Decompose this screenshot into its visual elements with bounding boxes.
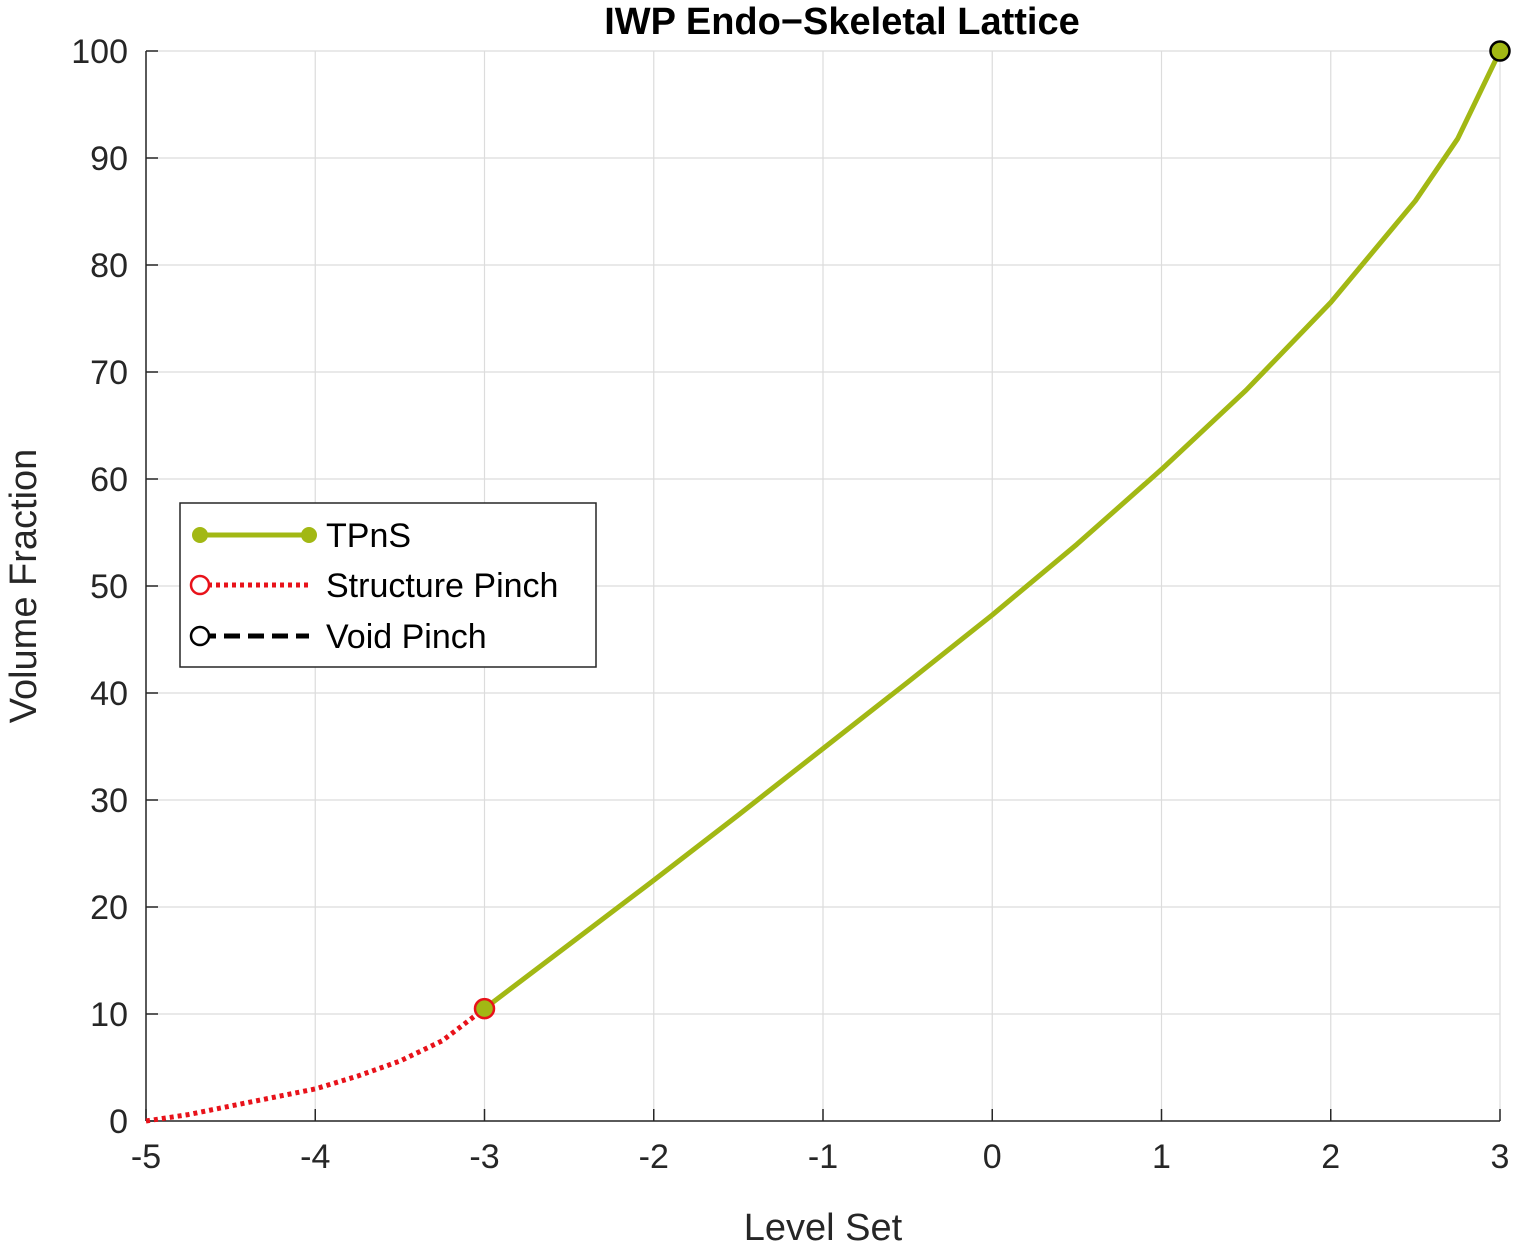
x-tick-label: -5 bbox=[131, 1138, 161, 1176]
legend-label-structure-pinch: Structure Pinch bbox=[326, 567, 558, 605]
x-tick-label: 0 bbox=[983, 1138, 1002, 1176]
y-tick-label: 100 bbox=[71, 33, 128, 71]
legend-marker-tpns-right bbox=[301, 527, 317, 543]
y-tick-label: 90 bbox=[90, 140, 128, 178]
series-line-0 bbox=[482, 48, 1503, 1012]
x-tick-label: -3 bbox=[469, 1138, 499, 1176]
y-tick-label: 40 bbox=[90, 675, 128, 713]
legend-marker-void-pinch bbox=[189, 625, 211, 647]
legend: TPnS Structure Pinch Void Pinch bbox=[179, 502, 597, 668]
chart-title: IWP Endo−Skeletal Lattice bbox=[604, 1, 1080, 43]
endpoint-marker-1 bbox=[1489, 40, 1511, 62]
series-line-1 bbox=[145, 1006, 487, 1124]
legend-marker-structure-pinch bbox=[189, 574, 211, 596]
y-axis-label: Volume Fraction bbox=[3, 449, 45, 724]
endpoint-marker-0 bbox=[473, 997, 496, 1020]
x-tick-label: 3 bbox=[1491, 1138, 1510, 1176]
x-tick-label: 1 bbox=[1152, 1138, 1171, 1176]
y-tick-label: 30 bbox=[90, 782, 128, 820]
axes bbox=[145, 50, 1501, 1122]
x-tick-label: 2 bbox=[1321, 1138, 1340, 1176]
series-layer bbox=[145, 40, 1511, 1124]
x-tick-label: -4 bbox=[300, 1138, 330, 1176]
y-tick-label: 80 bbox=[90, 247, 128, 285]
y-tick-label: 0 bbox=[109, 1103, 128, 1141]
y-tick-label: 70 bbox=[90, 354, 128, 392]
x-axis-label: Level Set bbox=[744, 1207, 903, 1244]
y-tick-label: 50 bbox=[90, 568, 128, 606]
y-tick-label: 60 bbox=[90, 461, 128, 499]
x-tick-label: -1 bbox=[808, 1138, 838, 1176]
legend-label-tpns: TPnS bbox=[326, 517, 411, 555]
legend-label-void-pinch: Void Pinch bbox=[326, 618, 487, 656]
y-tick-label: 20 bbox=[90, 889, 128, 927]
y-tick-label: 10 bbox=[90, 996, 128, 1034]
x-tick-label: -2 bbox=[639, 1138, 669, 1176]
legend-marker-tpns-left bbox=[192, 527, 208, 543]
